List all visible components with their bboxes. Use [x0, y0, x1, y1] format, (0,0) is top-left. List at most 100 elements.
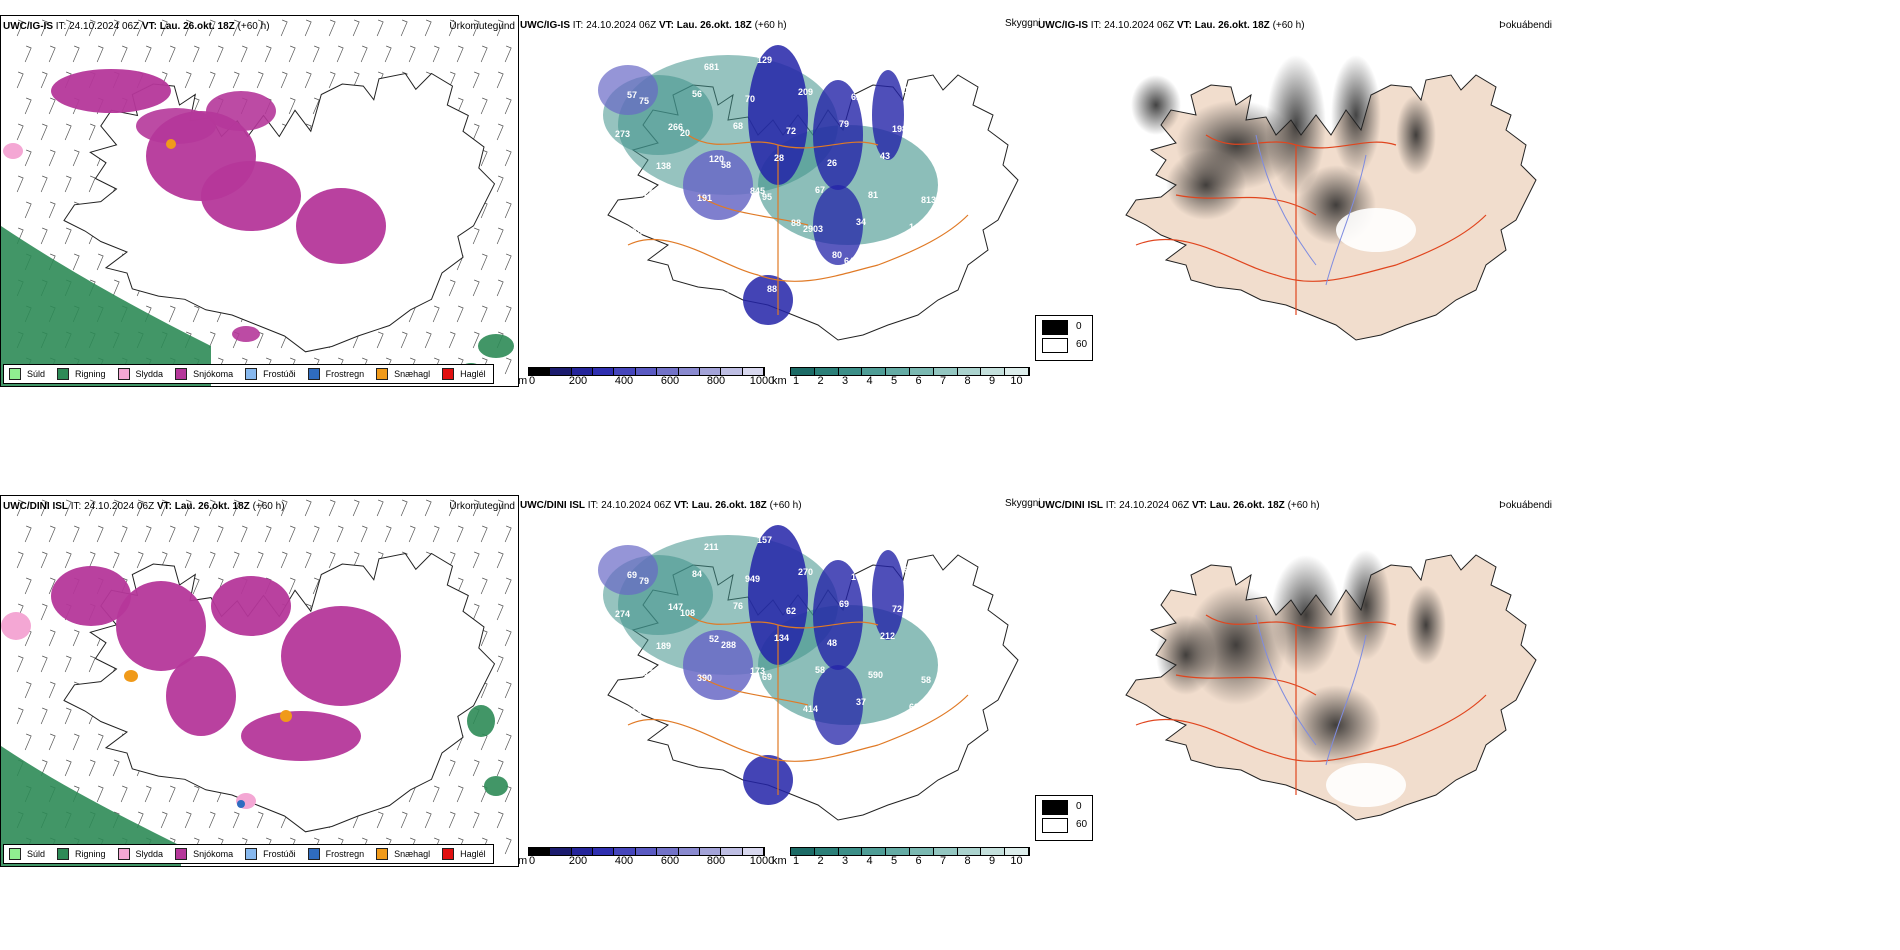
- snow-area: [116, 581, 206, 671]
- snow-area: [232, 326, 260, 342]
- colorbar-swatch: [550, 848, 572, 855]
- legend-label: Frostúði: [263, 849, 296, 859]
- panel-type-label: Þokuábendi: [1499, 500, 1552, 511]
- colorbar-tick: 1: [792, 375, 800, 385]
- wind-barb: [280, 19, 288, 37]
- colorbar-tick: 2: [817, 855, 824, 865]
- legend-label: Snjókoma: [193, 369, 234, 379]
- visibility-panel: 387 256 211 157 105 118 172 79 84 949 270 106 99 69 10…: [518, 495, 1036, 865]
- colorbar-swatch: [933, 848, 958, 855]
- wind-barb: [504, 201, 512, 219]
- model-name: UWC/DINI ISL: [520, 500, 585, 511]
- cloud-base-value: 57: [627, 90, 637, 100]
- panel-type-label: Úrkomutegund: [449, 21, 515, 32]
- wind-barb: [456, 577, 464, 595]
- wind-barb: [160, 499, 168, 517]
- fog-shade: [1271, 555, 1341, 675]
- wind-barb: [360, 45, 368, 63]
- wind-barb: [376, 811, 384, 829]
- wind-barb: [192, 785, 200, 803]
- cloud-base-value: 681: [704, 62, 719, 72]
- wind-barb: [448, 19, 456, 37]
- fog-shade: [1396, 95, 1436, 175]
- wind-barb: [96, 45, 104, 63]
- colorbar-tick: 200: [568, 375, 588, 385]
- wind-barb: [504, 629, 512, 647]
- wind-barb: [48, 149, 56, 167]
- wind-barb: [40, 551, 48, 569]
- wind-barb: [192, 305, 200, 323]
- colorbar-swatch: [1005, 368, 1029, 375]
- wind-barb: [456, 97, 464, 115]
- legend-swatch: [442, 368, 455, 380]
- wind-barb: [472, 759, 480, 777]
- colorbar-swatch: [635, 848, 658, 855]
- wind-barb: [184, 811, 192, 829]
- wind-barb: [448, 759, 456, 777]
- legend-item: Snjókoma: [175, 848, 233, 860]
- wind-barb: [184, 499, 192, 517]
- fog-index-map: [1125, 55, 1537, 341]
- colorbar-swatch: [678, 368, 700, 375]
- wind-barb: [256, 331, 264, 349]
- cloud-base-value: 99: [904, 565, 914, 575]
- cloud-base-value: 157: [757, 535, 772, 545]
- wind-barb: [472, 331, 480, 349]
- colorbar-swatch: [635, 368, 658, 375]
- wind-barb: [16, 551, 24, 569]
- wind-barb: [496, 71, 504, 89]
- cloud-base-area: [743, 275, 793, 325]
- legend-swatch: [307, 848, 320, 860]
- colorbar-swatch: [593, 368, 615, 375]
- colorbar-boxes: [790, 367, 1030, 376]
- colorbar-tick: 200: [568, 855, 588, 865]
- colorbar-tick: 9: [988, 375, 996, 385]
- colorbar-tick: 1000: [749, 855, 775, 865]
- sleet-area: [3, 143, 23, 159]
- wind-barb: [88, 175, 96, 193]
- colorbar-boxes: [790, 847, 1030, 856]
- legend-label: Slydda: [135, 369, 164, 379]
- cloud-base-value: 256: [651, 537, 666, 547]
- legend-label: Rigning: [75, 369, 106, 379]
- panel-title: UWC/DINI ISL IT: 24.10.2024 06Z VT: Lau.…: [1038, 500, 1320, 511]
- it-label: IT:: [587, 500, 599, 511]
- cloud-base-value: 118: [863, 533, 878, 543]
- cloud-base-value: 212: [880, 631, 895, 641]
- wind-barb: [264, 525, 272, 543]
- wind-barb: [504, 149, 512, 167]
- cloud-base-value: 78: [632, 227, 642, 237]
- wind-barb: [384, 525, 392, 543]
- precip-type-legend: Súld Rigning Slydda Snjókoma Frostúði Frostre…: [3, 364, 494, 384]
- clear-area: [1336, 208, 1416, 252]
- legend-swatch-black: [1042, 800, 1068, 815]
- colorbar-swatch: [957, 368, 982, 375]
- lead-time: (+60 h): [1287, 500, 1320, 511]
- it-label: IT:: [1090, 20, 1102, 31]
- wind-barb: [448, 551, 456, 569]
- cloud-base-value: 58: [721, 160, 731, 170]
- legend-swatch: [245, 368, 258, 380]
- model-name: UWC/DINI ISL: [3, 501, 68, 512]
- colorbar-swatch: [838, 848, 863, 855]
- cloud-base-value: 84: [692, 569, 702, 579]
- cloud-base-value: 187: [863, 53, 878, 63]
- fog-shade: [1156, 615, 1216, 695]
- cloud-base-value: 56: [692, 89, 702, 99]
- wind-barb: [40, 499, 48, 517]
- colorbar-swatch: [742, 848, 764, 855]
- wind-barb: [88, 19, 96, 37]
- legend-swatch: [175, 848, 188, 860]
- cloud-base-value: 72: [892, 604, 902, 614]
- legend-swatch: [117, 368, 130, 380]
- colorbar-swatch: [838, 368, 863, 375]
- wind-barb: [24, 577, 32, 595]
- colorbar-tick: 5: [890, 375, 898, 385]
- colorbar-tick: 0: [528, 375, 536, 385]
- legend-label: Súld: [27, 849, 46, 859]
- model-name: UWC/IG-IS: [3, 21, 53, 32]
- panel-type-label: Skyggni: [1005, 18, 1041, 29]
- colorbar-unit: km: [772, 855, 787, 865]
- colorbar-tick: 800: [706, 375, 726, 385]
- rain-band: [1, 226, 211, 386]
